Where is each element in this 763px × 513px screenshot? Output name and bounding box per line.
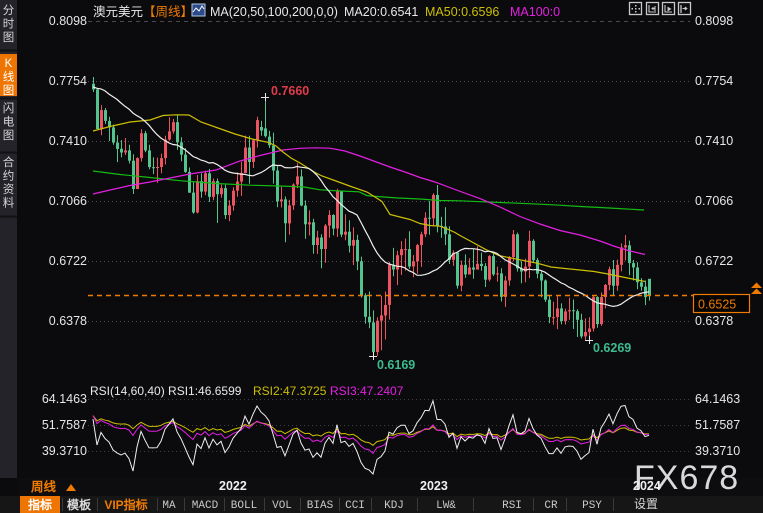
svg-text:料: 料 xyxy=(3,196,15,210)
svg-text:PSY: PSY xyxy=(582,500,602,512)
svg-text:约: 约 xyxy=(3,169,15,183)
svg-text:指标: 指标 xyxy=(28,497,52,512)
svg-text:K: K xyxy=(5,58,13,70)
svg-text:MACD: MACD xyxy=(192,500,219,512)
svg-text:0.6169: 0.6169 xyxy=(377,358,415,372)
svg-text:39.3710: 39.3710 xyxy=(695,444,740,458)
svg-text:闪: 闪 xyxy=(3,101,15,115)
svg-text:设置: 设置 xyxy=(634,497,658,511)
svg-text:BIAS: BIAS xyxy=(307,500,334,512)
svg-text:2022: 2022 xyxy=(219,479,247,493)
svg-text:图: 图 xyxy=(3,84,15,97)
svg-text:0.7410: 0.7410 xyxy=(49,134,87,148)
svg-text:0.7660: 0.7660 xyxy=(271,84,309,98)
svg-text:0.6378: 0.6378 xyxy=(695,314,733,328)
svg-text:39.3710: 39.3710 xyxy=(42,444,87,458)
svg-text:澳元美元: 澳元美元 xyxy=(93,5,143,19)
svg-text:线: 线 xyxy=(3,70,15,84)
svg-text:资: 资 xyxy=(3,183,15,196)
svg-text:LW&: LW& xyxy=(436,500,456,512)
svg-text:MA: MA xyxy=(162,500,176,512)
svg-text:2023: 2023 xyxy=(420,479,448,493)
svg-text:CCI: CCI xyxy=(345,500,365,512)
svg-text:0.7410: 0.7410 xyxy=(695,134,733,148)
svg-text:【周线】: 【周线】 xyxy=(143,5,193,19)
svg-text:RSI(14,60,40) RSI1:46.6599: RSI(14,60,40) RSI1:46.6599 xyxy=(90,384,242,398)
svg-text:KDJ: KDJ xyxy=(384,500,404,512)
svg-text:图: 图 xyxy=(3,31,15,44)
svg-text:CR: CR xyxy=(544,500,558,512)
svg-text:0.6722: 0.6722 xyxy=(695,254,733,268)
svg-text:0.7066: 0.7066 xyxy=(695,194,733,208)
svg-text:合: 合 xyxy=(3,155,15,169)
svg-text:RSI: RSI xyxy=(502,500,522,512)
svg-text:MA50:0.6596: MA50:0.6596 xyxy=(425,5,499,19)
svg-text:分: 分 xyxy=(3,4,15,17)
svg-text:2024: 2024 xyxy=(633,479,661,493)
svg-text:0.6525: 0.6525 xyxy=(698,298,736,312)
svg-text:64.1463: 64.1463 xyxy=(695,392,740,406)
svg-text:MA(20,50,100,200,0,0): MA(20,50,100,200,0,0) xyxy=(210,5,338,19)
svg-text:64.1463: 64.1463 xyxy=(42,392,87,406)
svg-text:电: 电 xyxy=(3,116,15,129)
svg-text:0.7754: 0.7754 xyxy=(49,74,87,88)
svg-text:0.6378: 0.6378 xyxy=(49,314,87,328)
svg-text:0.8098: 0.8098 xyxy=(49,14,87,28)
svg-text:BOLL: BOLL xyxy=(231,500,257,512)
svg-text:图: 图 xyxy=(3,129,15,142)
svg-text:RSI3:47.2407: RSI3:47.2407 xyxy=(330,384,404,398)
svg-text:时: 时 xyxy=(3,18,15,31)
svg-text:0.6722: 0.6722 xyxy=(49,254,87,268)
svg-text:MA20:0.6541: MA20:0.6541 xyxy=(344,5,418,19)
svg-text:0.8098: 0.8098 xyxy=(695,14,733,28)
svg-text:RSI2:47.3725: RSI2:47.3725 xyxy=(253,384,327,398)
svg-text:51.7587: 51.7587 xyxy=(695,418,740,432)
svg-text:周线: 周线 xyxy=(31,479,57,494)
svg-text:MA100:0: MA100:0 xyxy=(510,5,560,19)
svg-text:0.7754: 0.7754 xyxy=(695,74,733,88)
svg-text:模板: 模板 xyxy=(67,497,92,512)
svg-text:0.7066: 0.7066 xyxy=(49,194,87,208)
svg-text:0.6269: 0.6269 xyxy=(593,341,631,355)
svg-text:VIP指标: VIP指标 xyxy=(104,497,147,512)
svg-text:51.7587: 51.7587 xyxy=(42,418,87,432)
svg-text:VOL: VOL xyxy=(272,500,292,512)
svg-text:FX678: FX678 xyxy=(634,459,739,497)
